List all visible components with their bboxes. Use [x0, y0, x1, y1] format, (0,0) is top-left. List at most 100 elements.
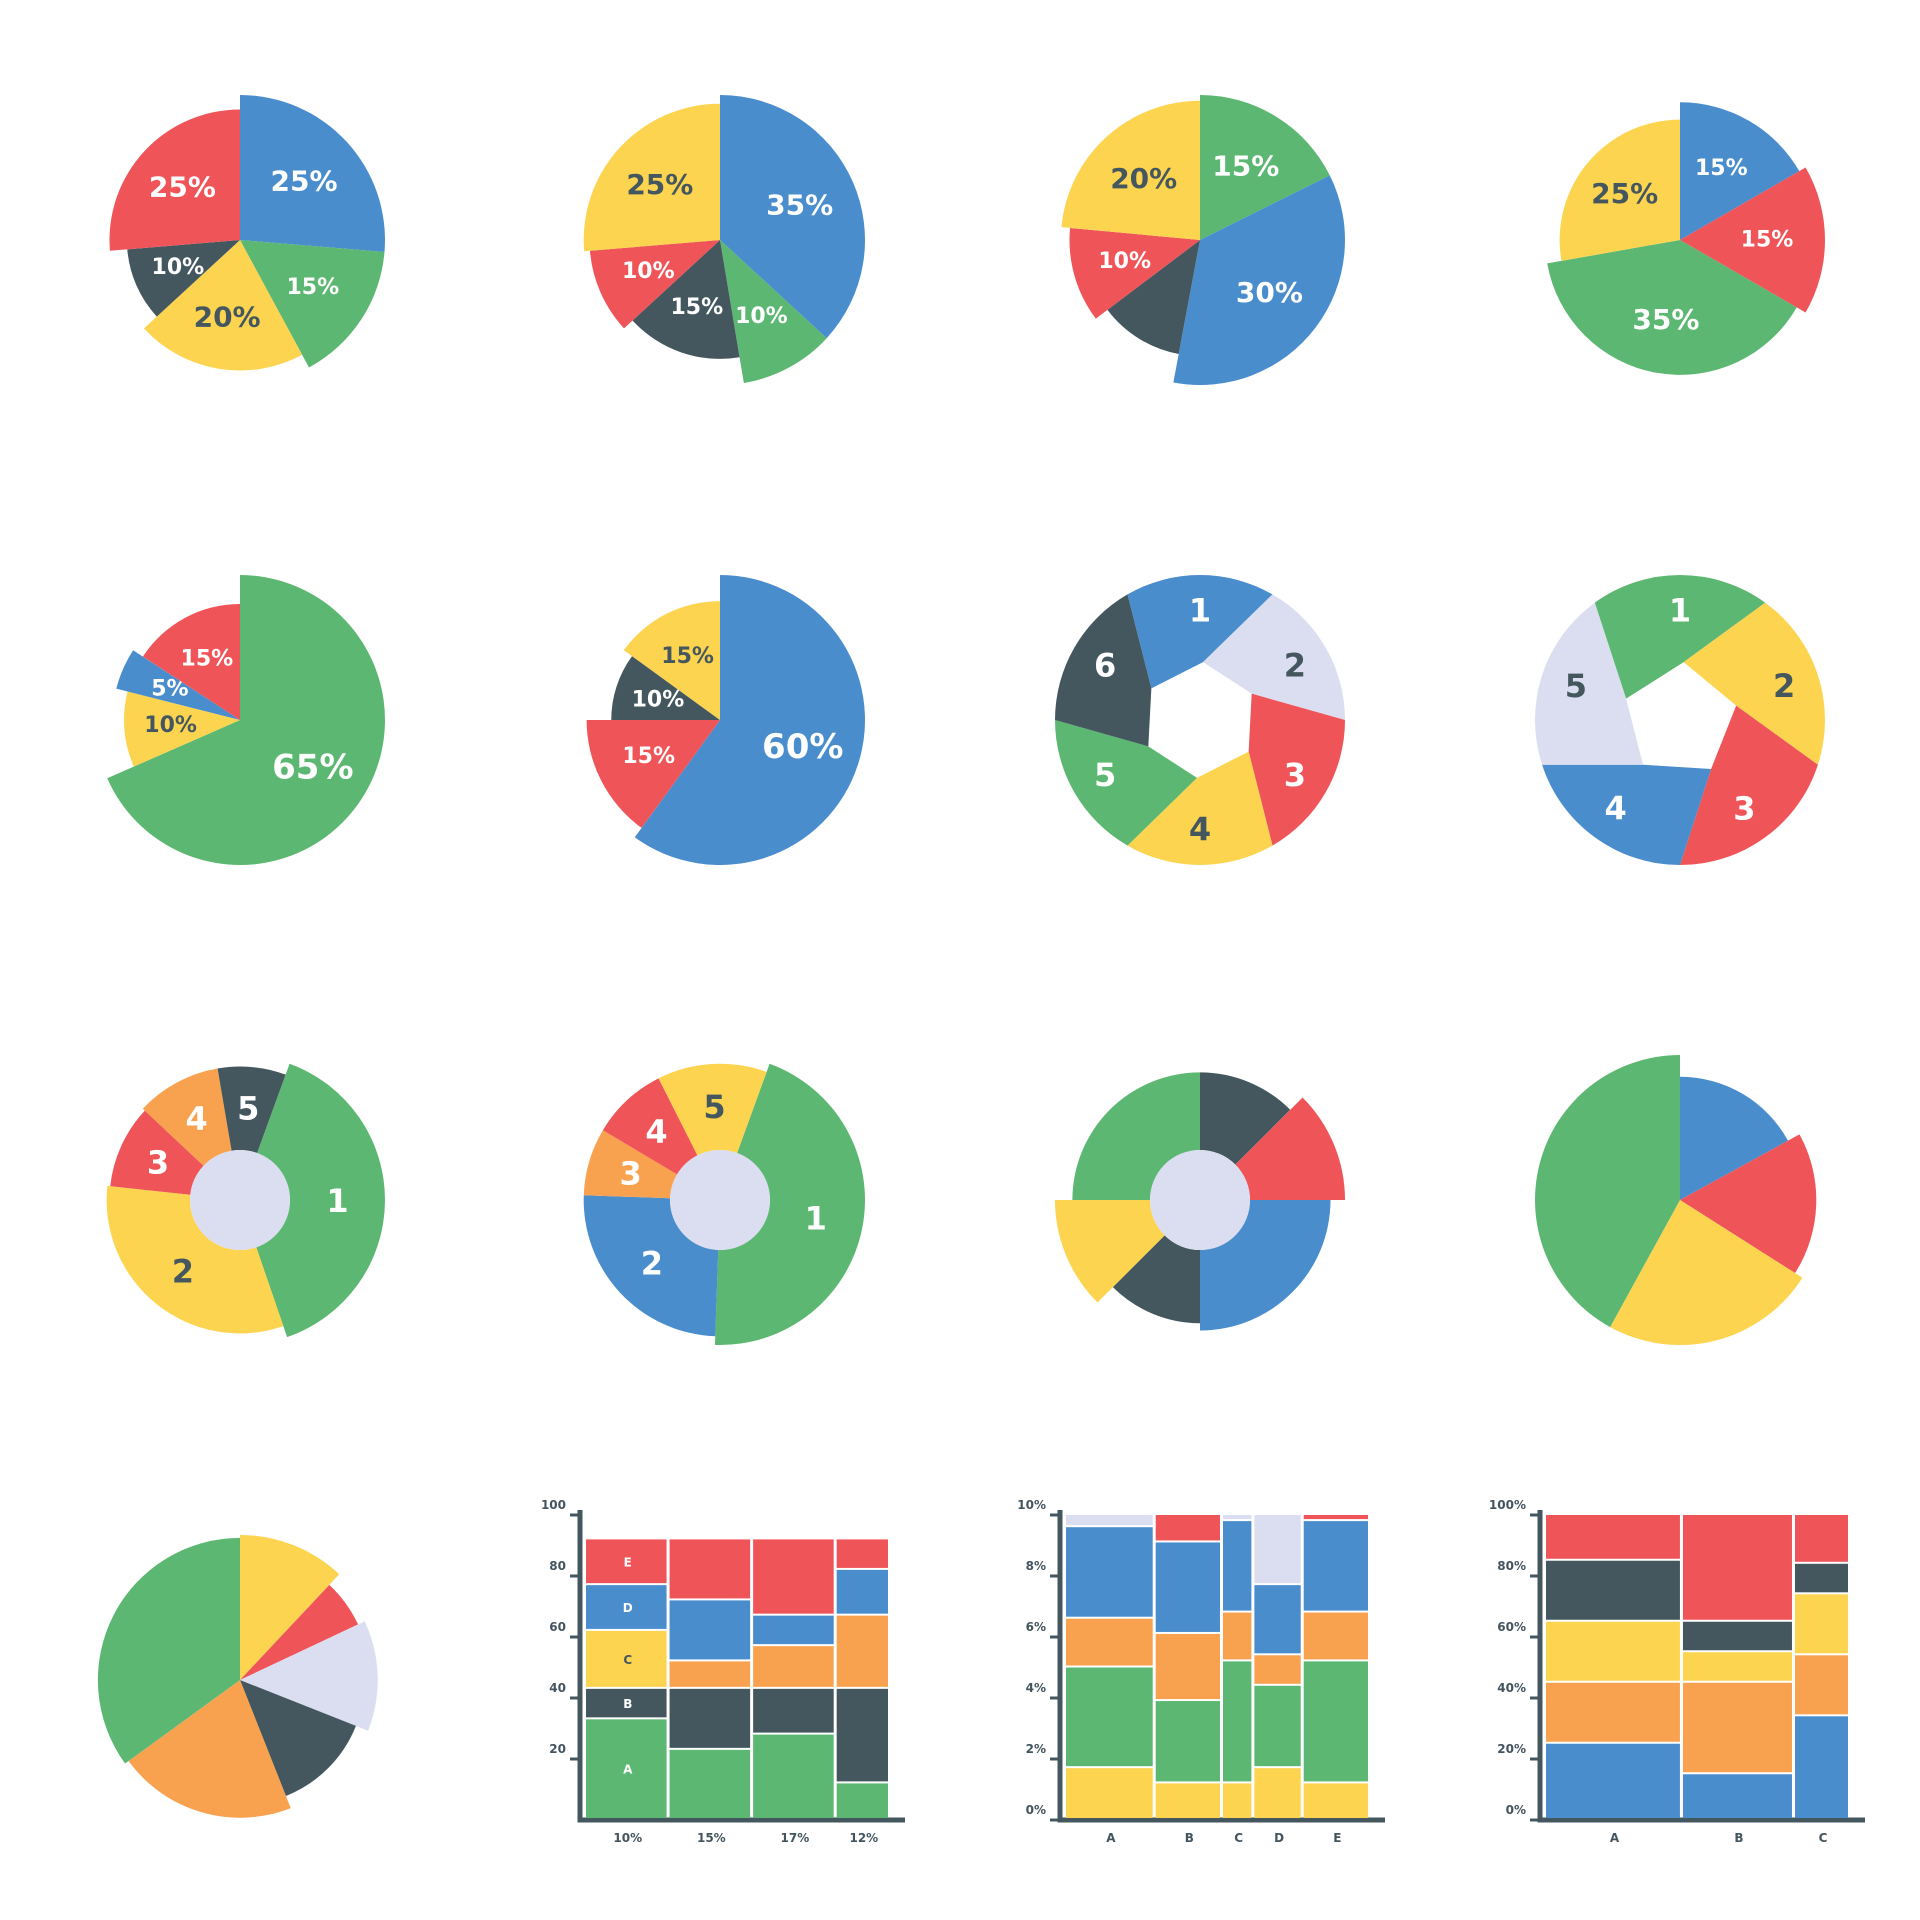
pie-slice — [1055, 1200, 1165, 1303]
slice-label: 2 — [1284, 646, 1306, 684]
slice-label: 25% — [626, 168, 693, 201]
pie-slice — [1200, 95, 1330, 240]
pie-slice — [583, 1130, 678, 1199]
donut-center — [1150, 1150, 1250, 1250]
y-tick-label: 10% — [1017, 1498, 1046, 1512]
pie-slice — [1680, 167, 1825, 313]
slice-label: 25% — [270, 165, 337, 198]
segment-label: C — [623, 1653, 632, 1667]
pie-slice — [1248, 693, 1345, 846]
pie-slice — [1061, 100, 1200, 240]
slice-label: 10% — [152, 255, 205, 280]
y-tick-label: 2% — [1026, 1742, 1046, 1756]
bar-segment — [1254, 1585, 1301, 1654]
pie-slice — [658, 1063, 767, 1156]
pie-slice — [1547, 240, 1797, 375]
slice-label: 5 — [703, 1088, 725, 1126]
x-tick-label: E — [1333, 1831, 1341, 1845]
bar-segment — [753, 1539, 834, 1614]
pie-slice — [143, 240, 303, 371]
slice-label: 10% — [144, 713, 197, 738]
slice-label: 15% — [1695, 156, 1748, 181]
pie-slice — [256, 1063, 385, 1338]
segment-label: B — [623, 1697, 632, 1711]
bar-segment — [1066, 1618, 1153, 1666]
donut-center — [190, 1150, 290, 1250]
pie-chart: 15% 30% 10% 20% — [1061, 95, 1345, 385]
x-tick-label: D — [1274, 1831, 1284, 1845]
pie-chart — [97, 1535, 378, 1818]
y-tick-label: 6% — [1026, 1620, 1046, 1634]
bar-segment — [1222, 1783, 1252, 1818]
pie-slice — [240, 1680, 356, 1796]
pie-slice — [1107, 240, 1200, 355]
pie-slice — [1594, 575, 1766, 699]
bar-segment — [1303, 1612, 1368, 1660]
y-tick-label: 20% — [1497, 1742, 1526, 1756]
slice-label: 30% — [1236, 276, 1303, 309]
bar-segment — [1546, 1515, 1680, 1559]
slice-label: 15% — [622, 744, 675, 769]
y-tick-label: 0% — [1506, 1803, 1526, 1817]
slice-label: 3 — [1733, 790, 1755, 828]
chart-icon-14: 20 40 60 80 100 A B C D E 10% 15% 17% 12% — [520, 1480, 920, 1880]
slice-label: 10% — [622, 259, 675, 284]
slice-label: 15% — [181, 646, 234, 671]
slice-label: 2 — [641, 1245, 663, 1283]
chart-icon-8: 1 2 3 4 5 — [1480, 520, 1880, 920]
bar-segment — [1222, 1612, 1252, 1660]
slice-label: 10% — [632, 687, 685, 712]
bar-segment — [1066, 1527, 1153, 1617]
slice-label: 35% — [1632, 303, 1699, 336]
y-tick-label: 8% — [1026, 1559, 1046, 1573]
pie-slice — [240, 95, 385, 252]
pie-slice — [714, 1063, 865, 1345]
bar-segment — [669, 1749, 751, 1818]
bar-segment — [1254, 1685, 1301, 1767]
pie-slice — [583, 1195, 719, 1337]
slice-label: 10% — [735, 304, 788, 329]
pie-slice — [128, 1680, 291, 1818]
pie-slice — [1072, 1072, 1200, 1200]
chart-icon-3: 15% 30% 10% 20% — [1000, 40, 1400, 440]
bar-segment — [1155, 1542, 1220, 1632]
chart-icon-5: 65% 10% 5% 15% — [40, 520, 440, 920]
slice-label: 2 — [1773, 667, 1795, 705]
donut-center — [670, 1150, 770, 1250]
chart-icon-1: 25% 15% 20% 10% 25% — [40, 40, 440, 440]
slice-label: 1 — [326, 1182, 348, 1220]
y-tick-label: 60 — [549, 1620, 566, 1634]
slice-label: 25% — [149, 170, 216, 203]
y-tick-label: 40% — [1497, 1681, 1526, 1695]
pie-slice — [1235, 1097, 1345, 1200]
pie-chart — [1535, 1055, 1817, 1345]
pie-slice — [1683, 602, 1825, 765]
bar-segment — [1254, 1768, 1301, 1818]
pie-slice — [1112, 1235, 1200, 1324]
pie-slice — [1173, 175, 1345, 385]
pie-slice — [1203, 594, 1345, 720]
bar-segment — [1155, 1633, 1220, 1700]
x-tick-label: A — [1106, 1831, 1116, 1845]
bar-segment — [586, 1630, 667, 1687]
bar-segment — [1066, 1667, 1153, 1767]
bar-segment — [1546, 1560, 1680, 1620]
bar-segment — [1222, 1661, 1252, 1782]
slice-label: 15% — [286, 275, 339, 300]
bar-segment — [1303, 1783, 1368, 1818]
chart-icon-13 — [40, 1480, 440, 1880]
slice-label: 4 — [1189, 811, 1211, 849]
bar-segment — [1254, 1655, 1301, 1684]
x-tick-label: 17% — [781, 1831, 810, 1845]
chart-icon-15: 0% 2% 4% 6% 8% 10% A B C D E — [1000, 1480, 1400, 1880]
bar-segment — [1682, 1621, 1792, 1651]
pie-slice — [142, 604, 240, 720]
slice-label: 1 — [1669, 592, 1691, 630]
slice-label: 2 — [172, 1253, 194, 1291]
bar-segment — [1546, 1743, 1680, 1818]
slice-label: 3 — [147, 1143, 169, 1181]
bar-segment — [1155, 1515, 1220, 1541]
pie-slice — [1200, 1200, 1331, 1331]
